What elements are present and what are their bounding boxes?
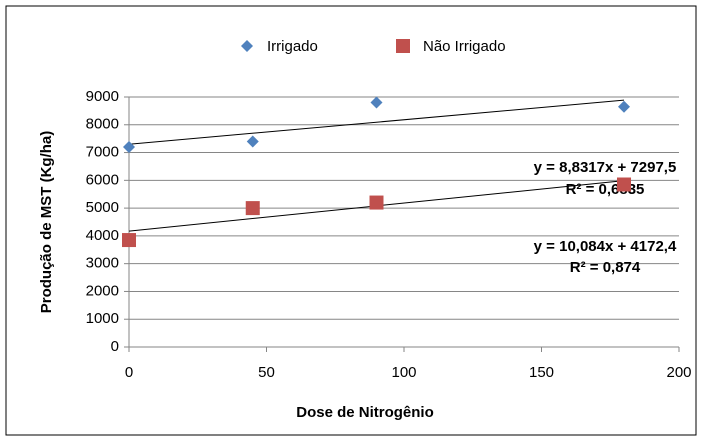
x-tick-label: 0 (125, 364, 133, 381)
trendline-r2: R² = 0,6835 (566, 181, 645, 198)
trendline-equation: y = 10,084x + 4172,4 (534, 238, 677, 255)
chart-border (5, 5, 697, 436)
trendline (128, 99, 625, 145)
legend-label: Irrigado (267, 38, 318, 55)
x-tick-label: 200 (666, 364, 691, 381)
y-tick-label: 9000 (86, 88, 119, 105)
y-tick-label: 8000 (86, 116, 119, 133)
x-axis-label: Dose de Nitrogênio (296, 404, 434, 421)
trendline-equation: y = 8,8317x + 7297,5 (534, 159, 677, 176)
point (123, 141, 135, 153)
trendline-r2: R² = 0,874 (570, 259, 641, 276)
y-axis-label: Produção de MST (Kg/ha) (38, 131, 55, 314)
point (370, 96, 383, 109)
x-tick-label: 150 (529, 364, 554, 381)
y-tick-label: 3000 (86, 255, 119, 272)
point (617, 177, 631, 192)
x-tick-label: 50 (258, 364, 275, 381)
point (246, 135, 259, 148)
y-tick-label: 0 (111, 338, 119, 355)
point (241, 40, 253, 52)
point (396, 39, 410, 53)
point (618, 100, 630, 113)
point (122, 233, 136, 248)
y-tick-label: 1000 (86, 310, 119, 327)
point (369, 195, 384, 210)
point (245, 201, 260, 216)
y-tick-label: 6000 (86, 171, 119, 188)
y-tick-label: 5000 (86, 199, 119, 216)
x-tick-label: 100 (391, 364, 416, 381)
legend-label: Não Irrigado (423, 38, 506, 55)
y-tick-label: 4000 (86, 227, 119, 244)
y-tick-label: 2000 (86, 282, 119, 299)
y-tick-label: 7000 (86, 144, 119, 161)
